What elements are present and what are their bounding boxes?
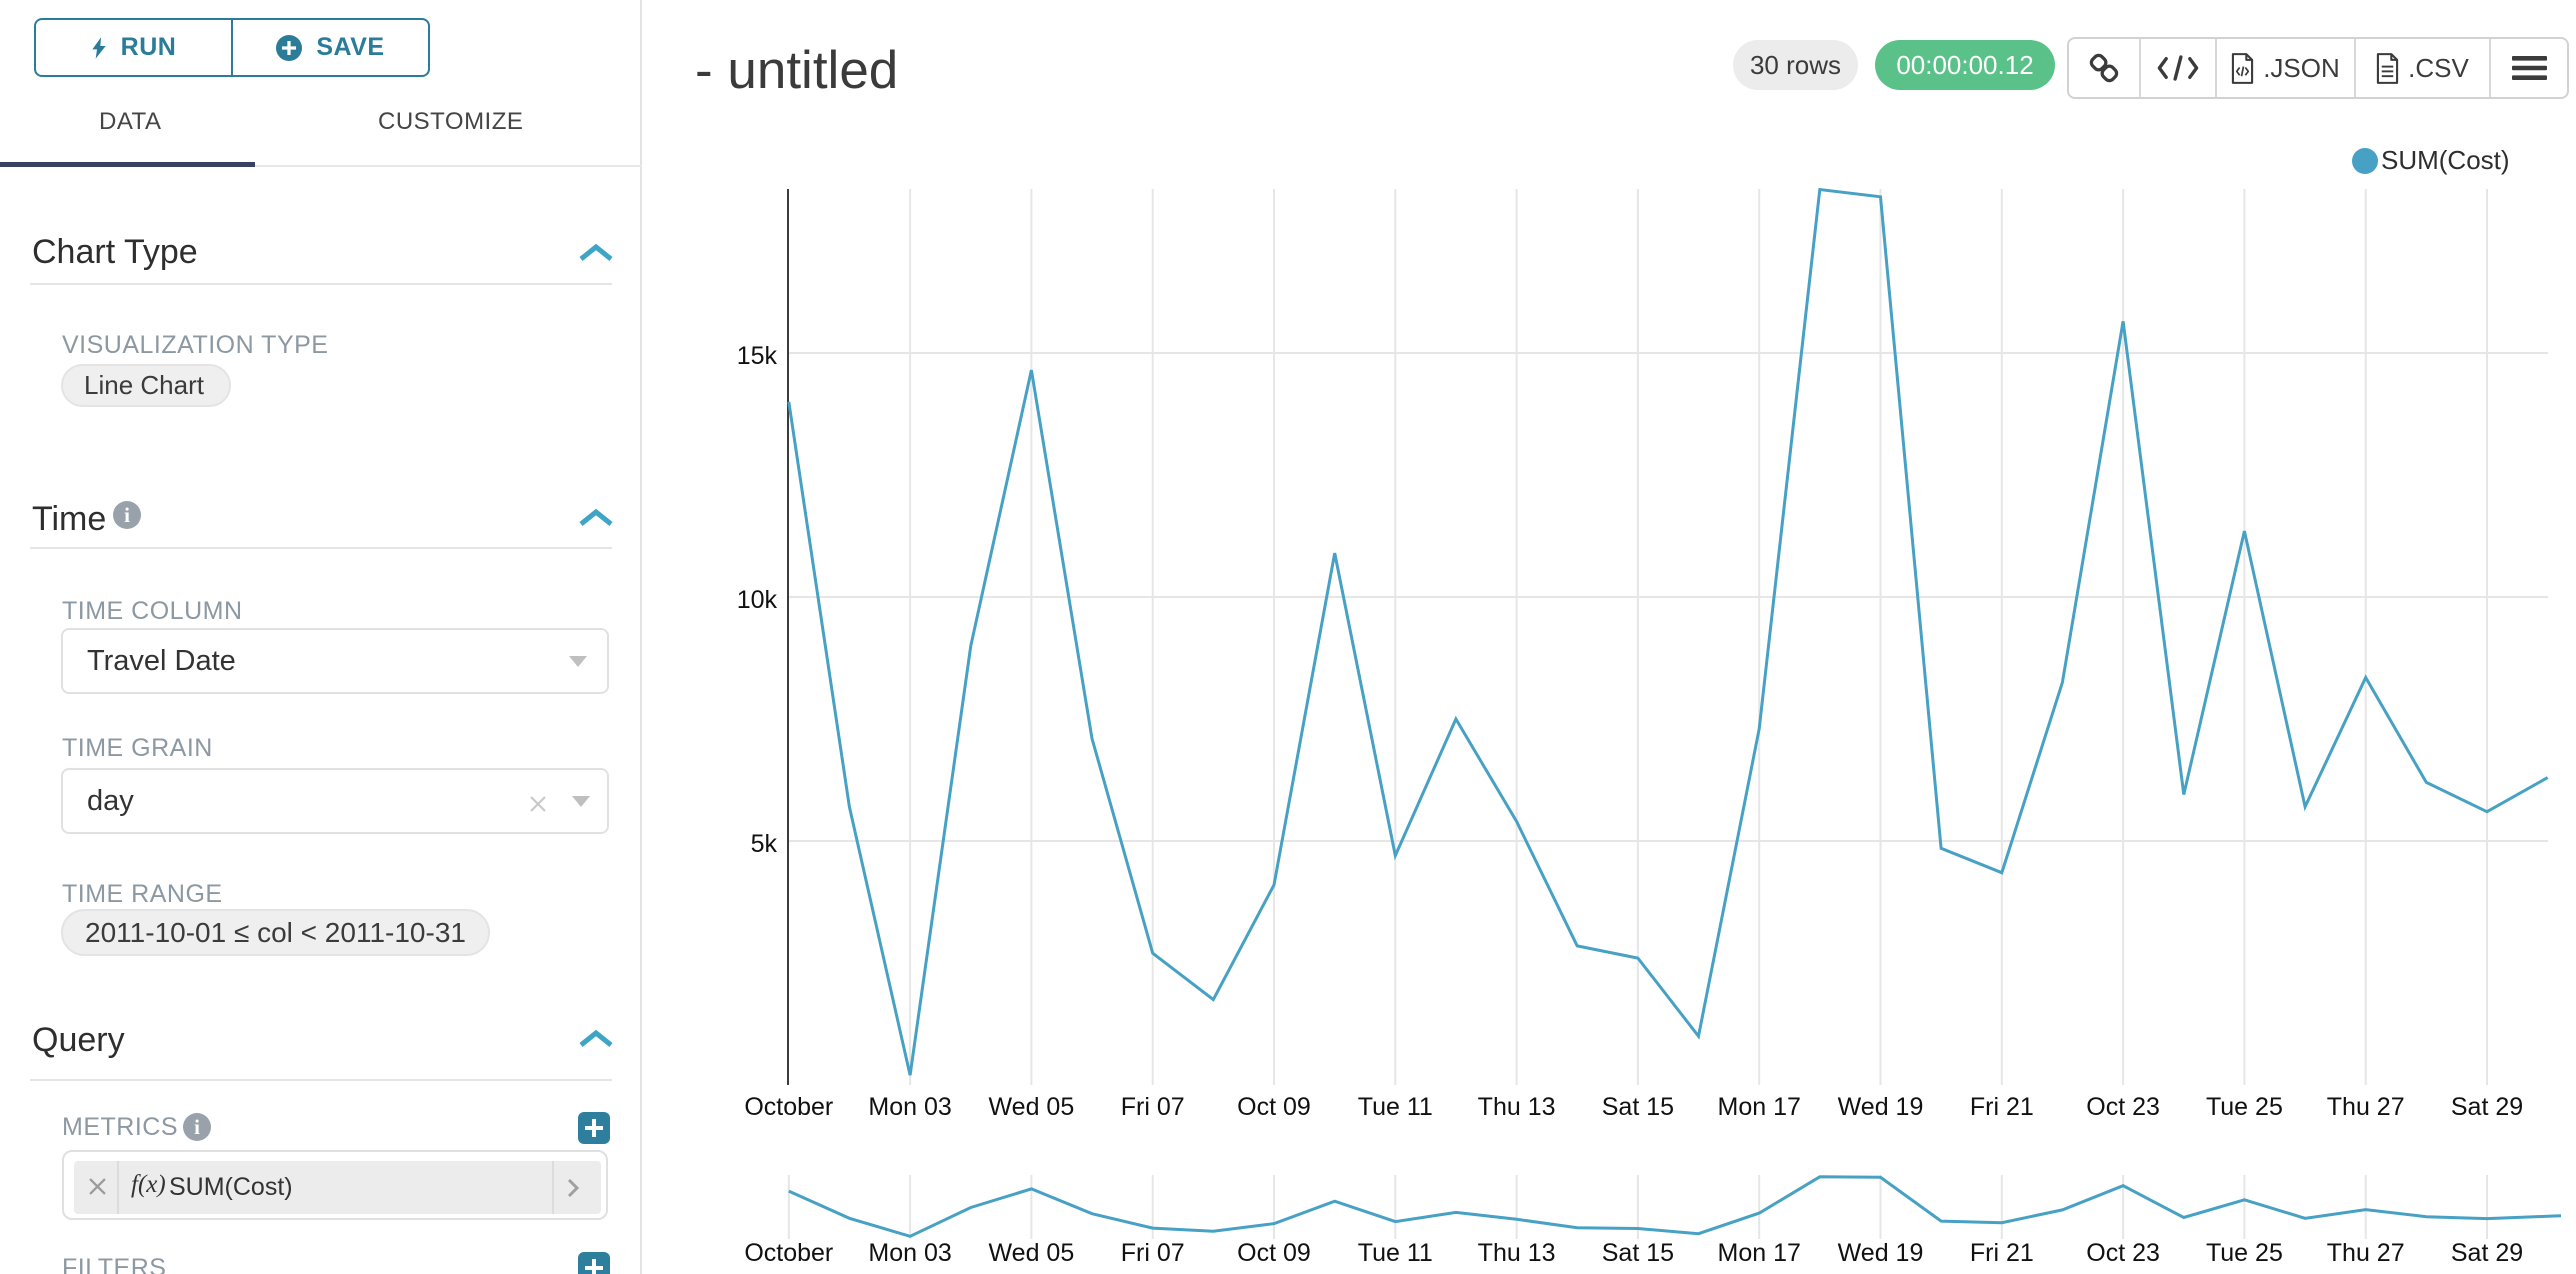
svg-text:Oct 09: Oct 09 — [1237, 1239, 1311, 1267]
svg-text:Oct 23: Oct 23 — [2086, 1239, 2160, 1267]
svg-text:October: October — [744, 1239, 833, 1267]
svg-text:15k: 15k — [737, 342, 778, 370]
svg-text:Fri 07: Fri 07 — [1121, 1239, 1185, 1267]
svg-text:Fri 21: Fri 21 — [1970, 1239, 2034, 1267]
svg-text:10k: 10k — [737, 586, 778, 614]
svg-text:Tue 11: Tue 11 — [1358, 1239, 1433, 1267]
svg-text:Thu 13: Thu 13 — [1478, 1093, 1556, 1121]
svg-text:5k: 5k — [751, 830, 778, 858]
svg-text:Oct 09: Oct 09 — [1237, 1093, 1311, 1121]
svg-text:Mon 17: Mon 17 — [1718, 1093, 1801, 1121]
svg-text:Wed 19: Wed 19 — [1838, 1093, 1924, 1121]
svg-text:Wed 05: Wed 05 — [989, 1093, 1075, 1121]
svg-text:Tue 11: Tue 11 — [1358, 1093, 1433, 1121]
svg-text:Fri 07: Fri 07 — [1121, 1093, 1185, 1121]
svg-text:Thu 27: Thu 27 — [2327, 1093, 2405, 1121]
svg-text:Sat 29: Sat 29 — [2451, 1093, 2523, 1121]
svg-text:Tue 25: Tue 25 — [2206, 1093, 2283, 1121]
svg-text:Mon 03: Mon 03 — [868, 1239, 951, 1267]
svg-text:Mon 03: Mon 03 — [868, 1093, 951, 1121]
svg-text:Sat 29: Sat 29 — [2451, 1239, 2523, 1267]
svg-text:Oct 23: Oct 23 — [2086, 1093, 2160, 1121]
svg-text:October: October — [744, 1093, 833, 1121]
svg-text:Wed 05: Wed 05 — [989, 1239, 1075, 1267]
svg-text:Sat 15: Sat 15 — [1602, 1239, 1674, 1267]
svg-text:Wed 19: Wed 19 — [1838, 1239, 1924, 1267]
svg-text:Fri 21: Fri 21 — [1970, 1093, 2034, 1121]
svg-text:Mon 17: Mon 17 — [1718, 1239, 1801, 1267]
svg-text:Tue 25: Tue 25 — [2206, 1239, 2283, 1267]
svg-text:Sat 15: Sat 15 — [1602, 1093, 1674, 1121]
svg-text:Thu 27: Thu 27 — [2327, 1239, 2405, 1267]
svg-text:SUM(Cost): SUM(Cost) — [2381, 145, 2510, 175]
svg-text:Thu 13: Thu 13 — [1478, 1239, 1556, 1267]
